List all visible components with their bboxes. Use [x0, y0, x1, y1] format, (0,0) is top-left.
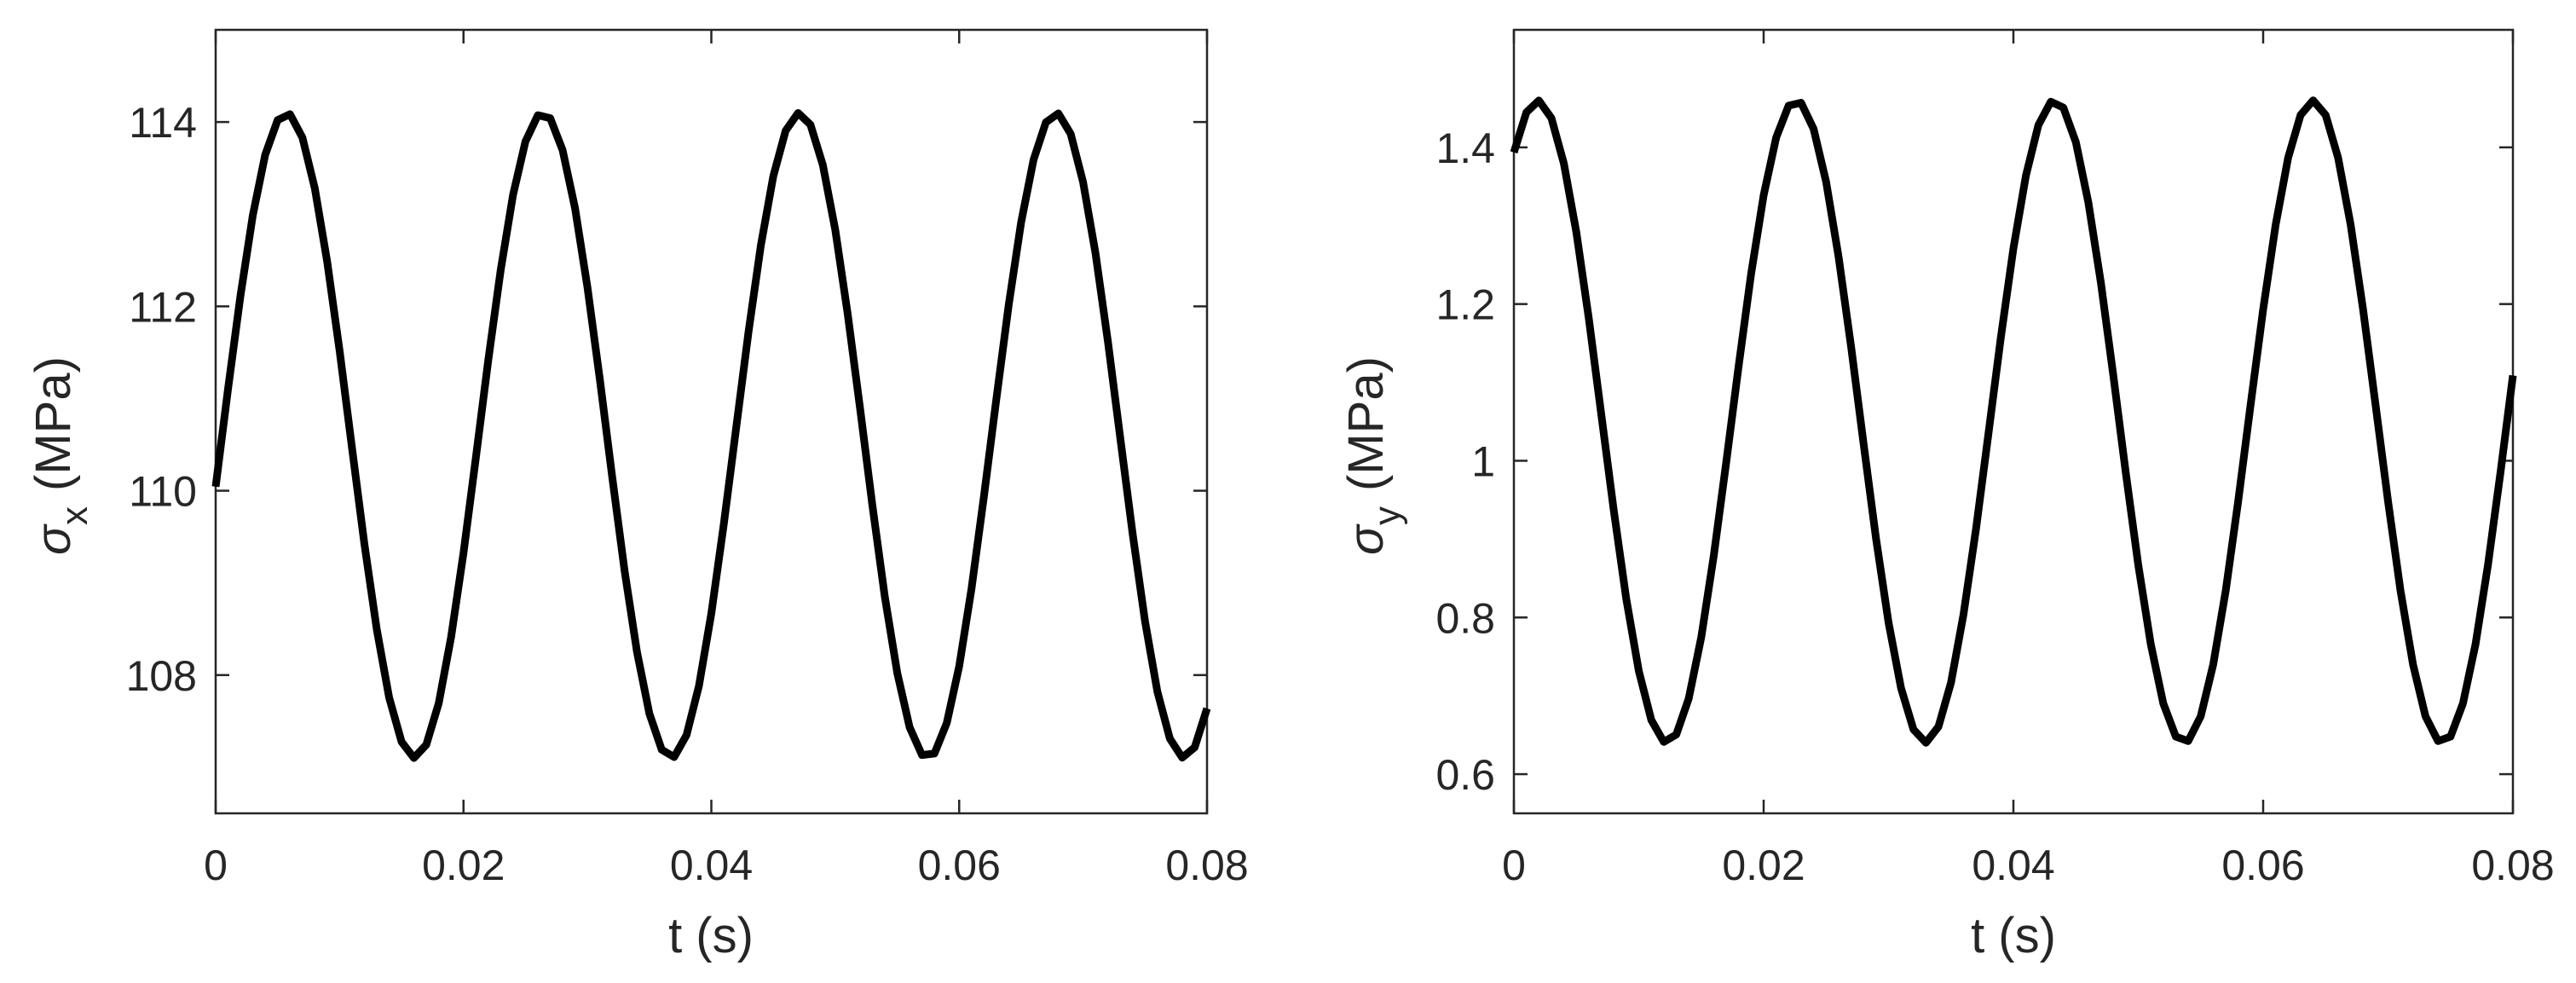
sigma-y-series-line [1510, 96, 2517, 747]
sigma-x-ylabel-subscript: x [54, 506, 95, 525]
sigma-y-ytick-label: 1.2 [1435, 281, 1495, 329]
sigma-y-xtick-label: 0 [1502, 841, 1526, 889]
sigma-x-xlabel: t (s) [668, 908, 754, 963]
sigma-x-ylabel-unit: (MPa) [26, 356, 81, 491]
sigma-y-ytick-label: 1 [1471, 437, 1495, 485]
sigma-y-xtick-label: 0.02 [1722, 841, 1805, 889]
sigma-x-series-line [211, 109, 1211, 762]
sigma-y-xtick-label: 0.08 [2471, 841, 2554, 889]
sigma-x-ytick-label: 110 [129, 468, 197, 516]
sigma-y-ylabel-unit: (MPa) [1338, 356, 1394, 491]
sigma-y-xtick-label: 0.06 [2221, 841, 2304, 889]
sigma-y-ylabel: σy (MPa) [1338, 356, 1408, 555]
sigma-y-axes-frame [1512, 28, 2515, 815]
sigma-x-xtick-label: 0.04 [670, 841, 753, 889]
sigma-y-xlabel: t (s) [1971, 908, 2056, 963]
sigma-y-xtick-label: 0.04 [1972, 841, 2054, 889]
sigma-x-xtick-label: 0.08 [1165, 841, 1248, 889]
sigma-y-ytick-label: 0.8 [1435, 594, 1495, 642]
sigma-y-ylabel-subscript: y [1366, 506, 1408, 525]
sigma-y-ytick-label: 0.6 [1435, 751, 1495, 799]
sigma-x-axes-frame [214, 28, 1209, 815]
sigma-x-ytick-label: 108 [126, 652, 197, 700]
sigma-y-chart: 0 0.02 0.04 0.06 0.08 0.6 0.8 1 1.2 1.4 t (s) σy (MP… [1338, 28, 2555, 963]
sigma-x-ylabel-symbol: σ [26, 523, 81, 555]
sigma-x-chart: 0 0.02 0.04 0.06 0.08 108 110 112 114 t (s) σx (MPa… [26, 28, 1249, 963]
sigma-x-ytick-label: 114 [129, 99, 197, 147]
sigma-x-xtick-label: 0.06 [918, 841, 1001, 889]
sigma-x-ytick-label: 112 [129, 283, 197, 331]
sigma-y-ytick-label: 1.4 [1435, 124, 1495, 172]
sigma-x-ylabel: σx (MPa) [26, 356, 95, 555]
sigma-x-xtick-label: 0.02 [422, 841, 505, 889]
sigma-y-ylabel-symbol: σ [1338, 523, 1394, 555]
sigma-x-xtick-label: 0 [204, 841, 228, 889]
